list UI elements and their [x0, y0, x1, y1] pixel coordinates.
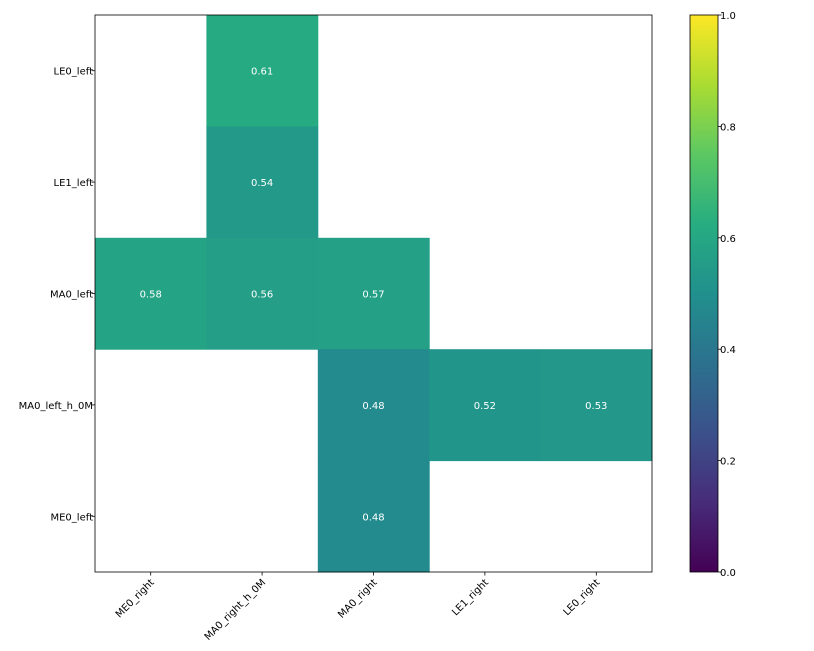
colorbar-tick-label: 0.2 — [720, 457, 736, 468]
y-axis-ticks: LE0_left LE1_left MA0_left MA0_left_h_0M ME0… — [19, 67, 95, 523]
heatmap-cell — [317, 349, 430, 462]
y-tick-label: LE1_left — [54, 178, 94, 189]
cell-value-label: 0.56 — [251, 290, 273, 301]
heatmap-cell — [206, 15, 319, 127]
cell-value-label: 0.53 — [585, 401, 607, 412]
y-tick-label: MA0_left_h_0M — [19, 401, 93, 412]
colorbar-tick-label: 0.4 — [720, 345, 736, 356]
colorbar: 0.0 0.2 0.4 0.6 0.8 1.0 — [689, 11, 736, 579]
heatmap-cell — [540, 349, 653, 462]
heatmap-cell — [317, 237, 430, 350]
colorbar-tick-label: 0.6 — [720, 234, 736, 245]
x-tick-label: MA0_right_h_0M — [203, 577, 269, 643]
x-tick-label: LE0_right — [562, 577, 603, 618]
colorbar-tick-label: 0.0 — [720, 568, 736, 579]
x-axis-ticks: ME0_right MA0_right_h_0M MA0_right LE1_righ… — [114, 572, 603, 643]
cell-value-label: 0.54 — [251, 178, 273, 189]
cell-value-label: 0.58 — [140, 290, 162, 301]
y-tick-label: MA0_left — [50, 290, 93, 301]
heatmap-cell — [429, 349, 542, 462]
cell-value-label: 0.57 — [362, 290, 384, 301]
y-tick-label: LE0_left — [54, 67, 94, 78]
heatmap-cell — [206, 126, 319, 239]
x-tick-label: LE1_right — [450, 577, 491, 618]
heatmap-cell — [206, 237, 319, 350]
x-tick-label: ME0_right — [114, 577, 157, 620]
colorbar-tick-label: 0.8 — [720, 122, 736, 133]
cell-value-label: 0.52 — [474, 401, 496, 412]
x-tick-label: MA0_right — [336, 577, 379, 620]
heatmap-cell — [317, 460, 430, 573]
colorbar-frame — [689, 14, 719, 573]
heatmap-cell — [95, 237, 207, 350]
cell-value-label: 0.48 — [362, 512, 384, 523]
colorbar-tick-label: 1.0 — [720, 11, 736, 22]
cell-value-label: 0.48 — [362, 401, 384, 412]
heatmap-cells: 0.61 0.54 0.58 0.56 0.57 0.48 0.52 0.53 0.48 — [95, 15, 653, 573]
cell-value-label: 0.61 — [251, 67, 273, 78]
colorbar-gradient — [690, 15, 718, 572]
y-tick-label: ME0_left — [50, 512, 93, 523]
